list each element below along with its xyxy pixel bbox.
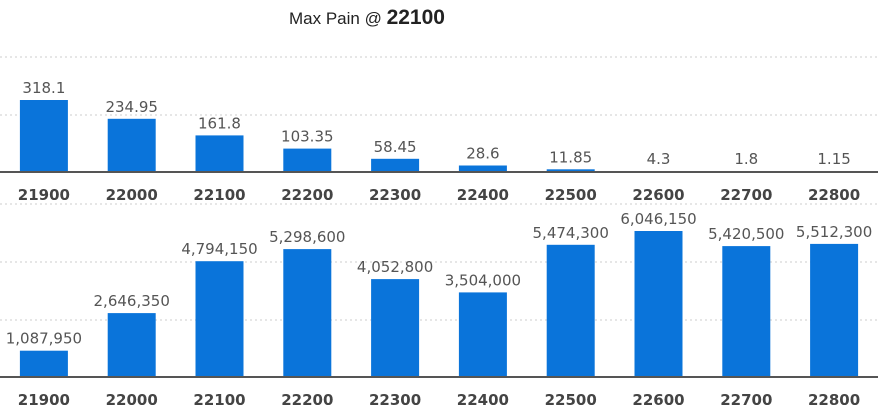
chart-title: Max Pain @ 22100 xyxy=(0,4,878,30)
pain-tick-label-22600: 22600 xyxy=(632,391,684,409)
premium-bar-22000 xyxy=(107,118,156,172)
premium-data-label-22800: 1.15 xyxy=(817,150,850,168)
pain-bar-22300 xyxy=(371,279,420,377)
pain-data-label-22300: 4,052,800 xyxy=(357,258,433,276)
pain-tick-label-22800: 22800 xyxy=(808,391,860,409)
pain-data-label-22600: 6,046,150 xyxy=(620,210,696,228)
pain-data-label-22400: 3,504,000 xyxy=(445,271,521,289)
pain-tick-label-22300: 22300 xyxy=(369,391,421,409)
pain-data-label-22500: 5,474,300 xyxy=(533,224,609,242)
premium-data-label-21900: 318.1 xyxy=(22,79,65,97)
premium-data-label-22700: 1.8 xyxy=(734,150,758,168)
pain-data-label-22000: 2,646,350 xyxy=(94,292,170,310)
premium-tick-label-22300: 22300 xyxy=(369,186,421,204)
pain-tick-label-22400: 22400 xyxy=(457,391,509,409)
premium-tick-label-22000: 22000 xyxy=(106,186,158,204)
premium-tick-label-22700: 22700 xyxy=(720,186,772,204)
premium-data-label-22400: 28.6 xyxy=(466,145,499,163)
pain-data-label-22800: 5,512,300 xyxy=(796,223,872,241)
pain-tick-label-22100: 22100 xyxy=(193,391,245,409)
premium-tick-label-22600: 22600 xyxy=(632,186,684,204)
pain-data-label-22200: 5,298,600 xyxy=(269,228,345,246)
pain-bar-22100 xyxy=(195,261,244,377)
pain-bar-22800 xyxy=(810,243,859,377)
pain-data-label-22700: 5,420,500 xyxy=(708,225,784,243)
pain-bar-22600 xyxy=(634,231,683,377)
pain-bar-22700 xyxy=(722,246,771,377)
pain-tick-label-22700: 22700 xyxy=(720,391,772,409)
pain-bar-22200 xyxy=(283,249,332,377)
premium-tick-label-21900: 21900 xyxy=(18,186,70,204)
premium-bar-22300 xyxy=(371,158,420,172)
premium-bar-22400 xyxy=(458,165,507,172)
pain-tick-label-22000: 22000 xyxy=(106,391,158,409)
premium-data-label-22000: 234.95 xyxy=(105,98,158,116)
pain-bar-21900 xyxy=(19,350,68,377)
title-prefix: Max Pain @ xyxy=(289,9,387,28)
premium-tick-label-22800: 22800 xyxy=(808,186,860,204)
pain-tick-label-22500: 22500 xyxy=(545,391,597,409)
pain-bar-22000 xyxy=(107,313,156,377)
premium-tick-label-22200: 22200 xyxy=(281,186,333,204)
premium-bar-22200 xyxy=(283,148,332,172)
premium-tick-label-22400: 22400 xyxy=(457,186,509,204)
pain-tick-label-22200: 22200 xyxy=(281,391,333,409)
title-text: Max Pain @ 22100 xyxy=(289,6,445,30)
title-value: 22100 xyxy=(386,6,445,29)
pain-bar-22500 xyxy=(546,244,595,377)
pain-tick-label-21900: 21900 xyxy=(18,391,70,409)
premium-data-label-22600: 4.3 xyxy=(647,150,671,168)
pain-data-label-21900: 1,087,950 xyxy=(6,330,82,348)
premium-bar-22100 xyxy=(195,135,244,172)
premium-data-label-22100: 161.8 xyxy=(198,114,241,132)
premium-bar-21900 xyxy=(19,100,68,172)
premium-tick-label-22500: 22500 xyxy=(545,186,597,204)
pain-data-label-22100: 4,794,150 xyxy=(181,240,257,258)
premium-bar-22500 xyxy=(546,169,595,172)
premium-data-label-22300: 58.45 xyxy=(374,138,417,156)
premium-data-label-22500: 11.85 xyxy=(549,148,592,166)
pain-bar-22400 xyxy=(458,292,507,377)
premium-data-label-22200: 103.35 xyxy=(281,128,334,146)
premium-tick-label-22100: 22100 xyxy=(193,186,245,204)
